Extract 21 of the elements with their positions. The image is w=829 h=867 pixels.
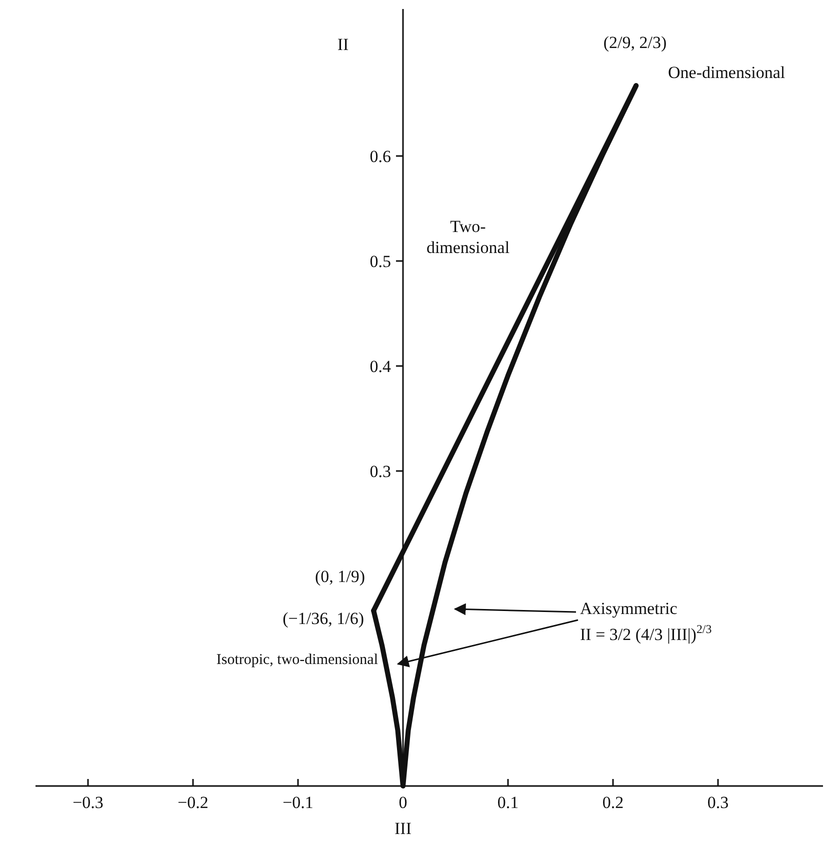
y-tick-label: 0.4 xyxy=(370,357,392,376)
annotation: One-dimensional xyxy=(668,63,786,82)
x-tick-label: −0.3 xyxy=(72,793,104,812)
x-tick-label: 0.3 xyxy=(707,793,729,812)
y-tick-label: 0.5 xyxy=(370,252,391,271)
annotation: (0, 1/9) xyxy=(314,567,366,586)
x-axis-title: III xyxy=(394,819,412,838)
annotation: Axisymmetric xyxy=(580,599,678,618)
annotation: (2/9, 2/3) xyxy=(603,33,667,52)
annotation: (−1/36, 1/6) xyxy=(282,609,364,628)
y-tick-label: 0.6 xyxy=(370,147,391,166)
annotation: Isotropic, two-dimensional xyxy=(216,652,378,668)
annotation: II = 3/2 (4/3 |III|)$^{2/3}$ xyxy=(580,622,712,644)
x-tick-label: −0.2 xyxy=(178,793,208,812)
x-tick-label: −0.1 xyxy=(282,793,314,812)
y-tick-label: 0.3 xyxy=(370,462,391,481)
y-axis-title: II xyxy=(337,35,349,54)
x-tick-label: 0 xyxy=(398,793,408,812)
annotation: Two- dimensional xyxy=(426,217,510,257)
x-tick-label: 0.2 xyxy=(602,793,624,812)
x-tick-label: 0.1 xyxy=(497,793,519,812)
